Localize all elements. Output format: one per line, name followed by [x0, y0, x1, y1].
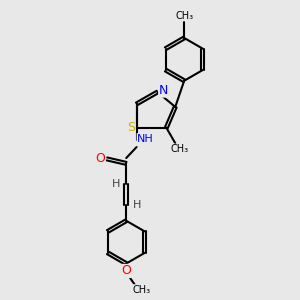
Text: S: S	[127, 121, 135, 134]
Text: O: O	[95, 152, 105, 165]
Text: N: N	[159, 84, 168, 97]
Text: CH₃: CH₃	[171, 144, 189, 154]
Text: CH₃: CH₃	[175, 11, 193, 21]
Text: O: O	[121, 265, 131, 278]
Text: CH₃: CH₃	[132, 285, 150, 295]
Text: H: H	[112, 179, 120, 189]
Text: H: H	[132, 200, 141, 210]
Text: NH: NH	[137, 134, 154, 144]
